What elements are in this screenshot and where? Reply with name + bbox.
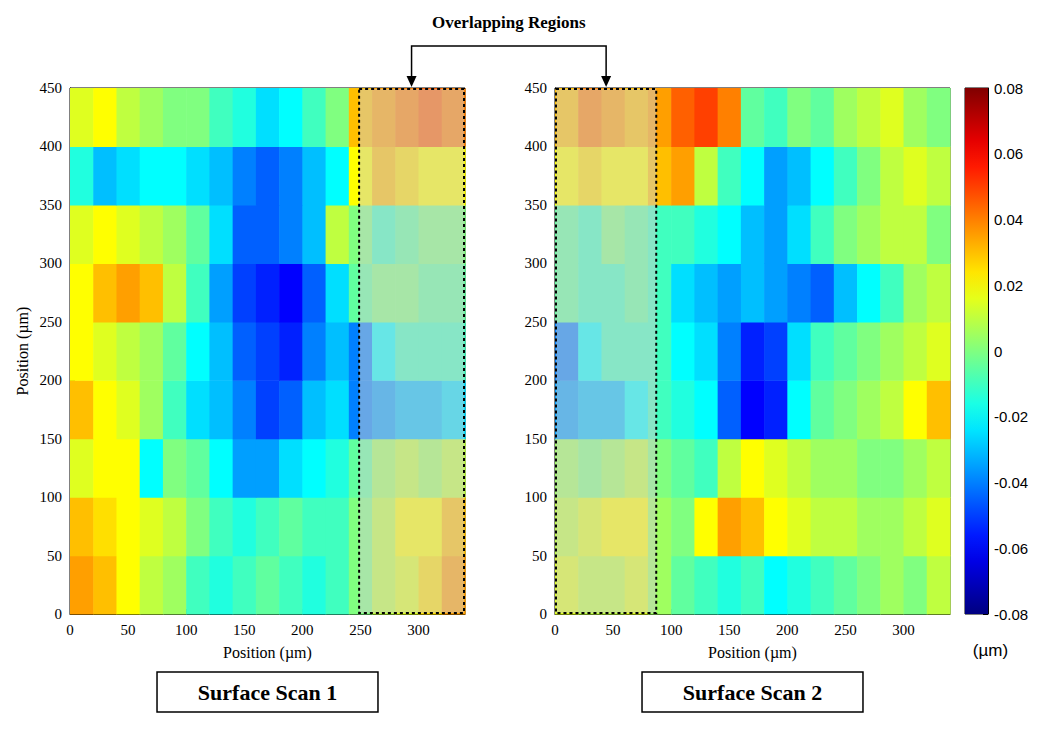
svg-text:250: 250 bbox=[525, 314, 548, 330]
svg-text:150: 150 bbox=[525, 431, 548, 447]
svg-text:Surface Scan 1: Surface Scan 1 bbox=[198, 680, 337, 705]
svg-text:300: 300 bbox=[525, 255, 548, 271]
svg-text:0.08: 0.08 bbox=[994, 80, 1023, 97]
svg-text:-0.08: -0.08 bbox=[994, 606, 1028, 623]
svg-text:0: 0 bbox=[994, 343, 1002, 360]
svg-text:-0.04: -0.04 bbox=[994, 474, 1028, 491]
svg-text:450: 450 bbox=[525, 80, 548, 96]
svg-text:250: 250 bbox=[349, 622, 372, 638]
svg-text:100: 100 bbox=[525, 489, 548, 505]
svg-text:300: 300 bbox=[40, 255, 63, 271]
svg-text:350: 350 bbox=[40, 197, 63, 213]
svg-text:250: 250 bbox=[40, 314, 63, 330]
svg-text:150: 150 bbox=[40, 431, 63, 447]
svg-text:0.06: 0.06 bbox=[994, 145, 1023, 162]
svg-text:(µm): (µm) bbox=[973, 641, 1008, 660]
svg-text:Position (µm): Position (µm) bbox=[14, 307, 32, 396]
svg-text:-0.02: -0.02 bbox=[994, 408, 1028, 425]
svg-text:Position (µm): Position (µm) bbox=[708, 644, 797, 662]
svg-text:Surface Scan 2: Surface Scan 2 bbox=[683, 680, 822, 705]
svg-text:0: 0 bbox=[551, 622, 559, 638]
svg-text:450: 450 bbox=[40, 80, 63, 96]
svg-text:400: 400 bbox=[40, 138, 63, 154]
svg-text:Overlapping Regions: Overlapping Regions bbox=[432, 13, 586, 32]
svg-text:50: 50 bbox=[121, 622, 136, 638]
svg-text:350: 350 bbox=[525, 197, 548, 213]
svg-text:200: 200 bbox=[776, 622, 799, 638]
svg-text:0: 0 bbox=[540, 606, 548, 622]
svg-text:-0.06: -0.06 bbox=[994, 540, 1028, 557]
svg-text:400: 400 bbox=[525, 138, 548, 154]
svg-text:200: 200 bbox=[525, 372, 548, 388]
svg-text:50: 50 bbox=[532, 548, 547, 564]
svg-text:0.04: 0.04 bbox=[994, 211, 1023, 228]
svg-text:50: 50 bbox=[47, 548, 62, 564]
svg-text:100: 100 bbox=[40, 489, 63, 505]
svg-text:300: 300 bbox=[407, 622, 430, 638]
svg-text:0.02: 0.02 bbox=[994, 277, 1023, 294]
svg-text:50: 50 bbox=[606, 622, 621, 638]
svg-text:0: 0 bbox=[55, 606, 63, 622]
svg-text:150: 150 bbox=[233, 622, 256, 638]
svg-text:0: 0 bbox=[66, 622, 74, 638]
svg-text:250: 250 bbox=[834, 622, 857, 638]
svg-text:300: 300 bbox=[892, 622, 915, 638]
svg-text:200: 200 bbox=[40, 372, 63, 388]
svg-text:200: 200 bbox=[291, 622, 314, 638]
svg-text:100: 100 bbox=[175, 622, 198, 638]
svg-text:100: 100 bbox=[660, 622, 683, 638]
svg-text:Position (µm): Position (µm) bbox=[223, 644, 312, 662]
svg-text:150: 150 bbox=[718, 622, 741, 638]
